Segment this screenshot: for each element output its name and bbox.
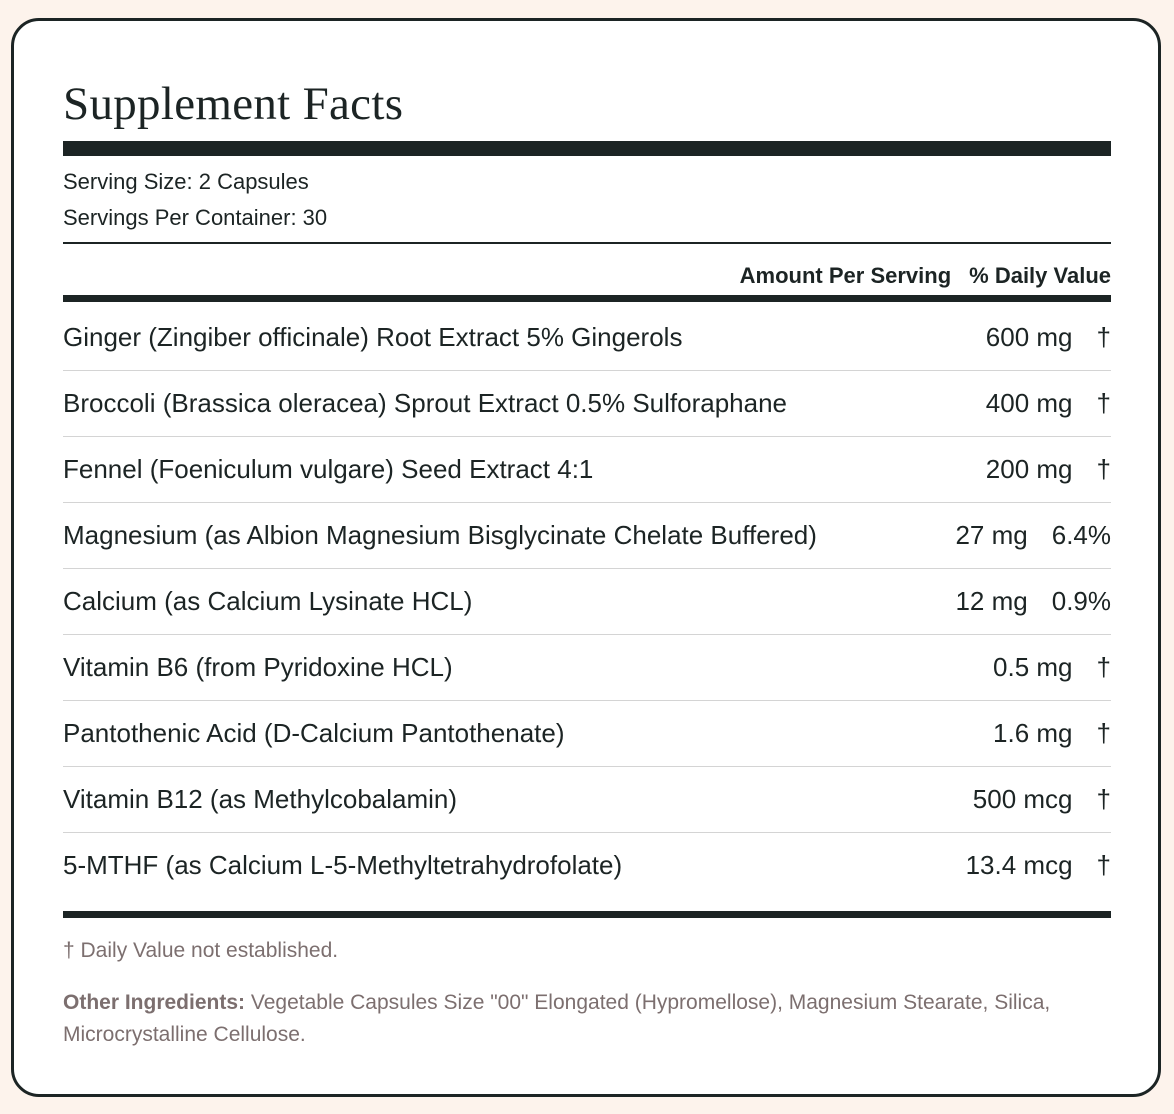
- nutrient-row: 5-MTHF (as Calcium L-5-Methyltetrahydrof…: [63, 833, 1111, 898]
- daily-value: †: [1096, 784, 1111, 814]
- nutrient-name: Magnesium (as Albion Magnesium Bisglycin…: [63, 520, 817, 550]
- other-ingredients: Other Ingredients: Vegetable Capsules Si…: [63, 987, 1073, 1051]
- nutrient-row: Calcium (as Calcium Lysinate HCL) 12 mg 0.…: [63, 569, 1111, 635]
- nutrient-amount: 0.5 mg: [993, 652, 1073, 682]
- nutrient-amount: 200 mg: [985, 454, 1073, 484]
- nutrient-amount: 400 mg: [985, 388, 1073, 418]
- daily-value: †: [1096, 454, 1111, 484]
- serving-size: Serving Size: 2 Capsules: [63, 169, 309, 194]
- medium-rule: [63, 911, 1111, 918]
- nutrient-name: Ginger (Zingiber officinale) Root Extrac…: [63, 322, 683, 352]
- other-ingredients-label: Other Ingredients:: [63, 991, 246, 1014]
- nutrient-name: Fennel (Foeniculum vulgare) Seed Extract…: [63, 454, 594, 484]
- thin-rule: [63, 242, 1111, 244]
- medium-rule: [63, 295, 1111, 302]
- footnote: † Daily Value not established.: [63, 939, 339, 962]
- nutrient-row: Broccoli (Brassica oleracea) Sprout Extr…: [63, 371, 1111, 437]
- nutrient-rows: Ginger (Zingiber officinale) Root Extrac…: [63, 305, 1111, 898]
- facts-card: Supplement Facts Serving Size: 2 Capsule…: [11, 18, 1161, 1097]
- daily-value: 0.9%: [1051, 586, 1111, 616]
- nutrient-row: Magnesium (as Albion Magnesium Bisglycin…: [63, 503, 1111, 569]
- daily-value: †: [1096, 850, 1111, 880]
- nutrient-row: Fennel (Foeniculum vulgare) Seed Extract…: [63, 437, 1111, 503]
- nutrient-name: Calcium (as Calcium Lysinate HCL): [63, 586, 473, 616]
- daily-value: †: [1096, 322, 1111, 352]
- nutrient-amount: 12 mg: [955, 586, 1028, 616]
- nutrient-row: Ginger (Zingiber officinale) Root Extrac…: [63, 305, 1111, 371]
- nutrient-row: Pantothenic Acid (D-Calcium Pantothenate…: [63, 701, 1111, 767]
- dv-header: % Daily Value: [969, 263, 1111, 288]
- nutrient-row: Vitamin B6 (from Pyridoxine HCL) 0.5 mg †: [63, 635, 1111, 701]
- nutrient-name: Vitamin B12 (as Methylcobalamin): [63, 784, 458, 814]
- nutrient-name: Broccoli (Brassica oleracea) Sprout Extr…: [63, 388, 788, 418]
- servings-per-container: Servings Per Container: 30: [63, 205, 328, 230]
- daily-value: †: [1096, 388, 1111, 418]
- daily-value: †: [1096, 718, 1111, 748]
- nutrient-name: 5-MTHF (as Calcium L-5-Methyltetrahydrof…: [63, 850, 623, 880]
- title: Supplement Facts: [63, 78, 404, 130]
- thick-rule: [63, 141, 1111, 156]
- daily-value: 6.4%: [1051, 520, 1111, 550]
- amount-header: Amount Per Serving: [739, 263, 952, 288]
- nutrient-row: Vitamin B12 (as Methylcobalamin) 500 mcg †: [63, 767, 1111, 833]
- nutrient-amount: 600 mg: [985, 322, 1073, 352]
- nutrient-amount: 1.6 mg: [993, 718, 1073, 748]
- daily-value: †: [1096, 652, 1111, 682]
- other-ingredients-text: Vegetable Capsules Size "00" Elongated (…: [63, 991, 1051, 1046]
- nutrient-name: Pantothenic Acid (D-Calcium Pantothenate…: [63, 718, 565, 748]
- column-header: Amount Per Serving % Daily Value: [63, 263, 1111, 289]
- nutrient-amount: 27 mg: [955, 520, 1028, 550]
- nutrient-amount: 500 mcg: [972, 784, 1073, 814]
- nutrient-name: Vitamin B6 (from Pyridoxine HCL): [63, 652, 453, 682]
- nutrient-amount: 13.4 mcg: [965, 850, 1073, 880]
